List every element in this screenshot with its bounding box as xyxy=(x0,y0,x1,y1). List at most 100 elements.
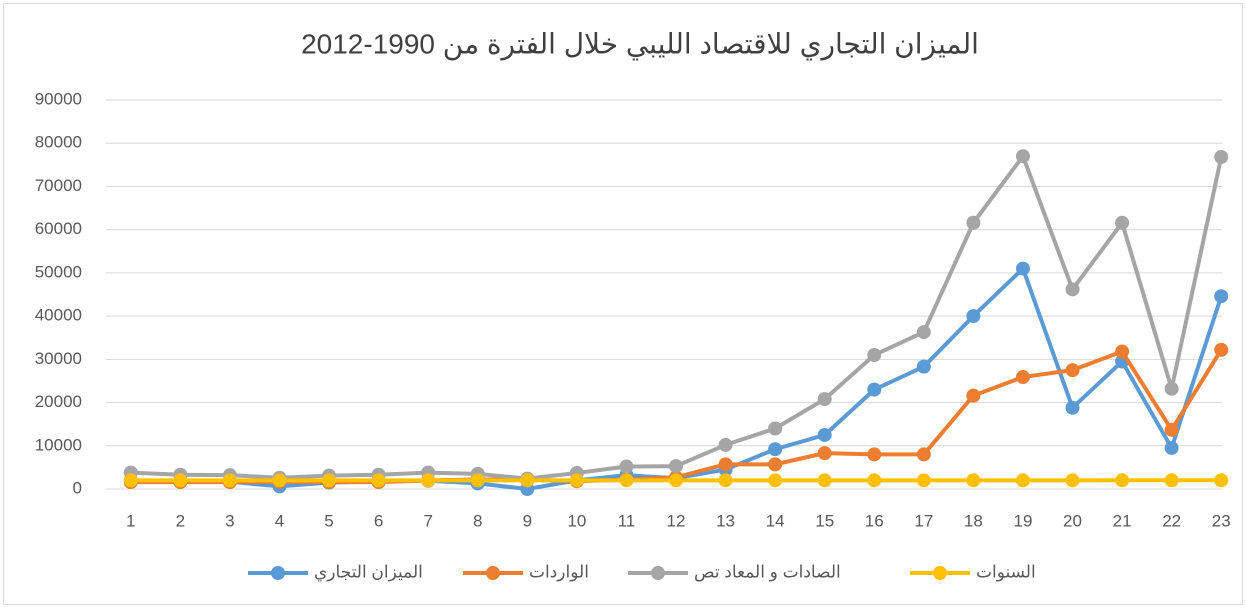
legend-swatch-marker xyxy=(651,566,665,580)
point xyxy=(966,309,981,324)
point xyxy=(718,473,733,488)
point xyxy=(1065,473,1080,488)
point xyxy=(669,459,683,474)
x-tick-label: 14 xyxy=(766,511,785,530)
point xyxy=(1065,282,1080,297)
legend-label: الصادات و المعاد تص xyxy=(694,562,841,581)
x-tick-label: 1 xyxy=(126,511,135,530)
point xyxy=(1164,381,1179,396)
x-tick-label: 5 xyxy=(324,511,333,530)
point xyxy=(768,421,783,436)
point xyxy=(1015,473,1030,488)
y-tick-label: 30000 xyxy=(35,349,82,368)
point xyxy=(1015,149,1030,164)
point xyxy=(669,473,683,488)
point xyxy=(1164,440,1179,455)
x-tick-label: 13 xyxy=(716,511,735,530)
point xyxy=(916,473,931,488)
point xyxy=(1214,342,1229,357)
x-tick-label: 4 xyxy=(275,511,284,530)
y-tick-label: 60000 xyxy=(35,219,82,238)
point xyxy=(718,457,733,472)
point xyxy=(916,447,931,462)
x-tick-label: 7 xyxy=(423,511,432,530)
x-tick-label: 10 xyxy=(567,511,586,530)
x-tick-label: 9 xyxy=(523,511,532,530)
chart-title: الميزان التجاري للاقتصاد الليبي خلال الف… xyxy=(301,28,979,60)
y-tick-label: 20000 xyxy=(35,392,82,411)
point xyxy=(1214,473,1229,488)
point xyxy=(470,473,485,488)
point xyxy=(867,447,882,462)
x-tick-label: 6 xyxy=(374,511,383,530)
point xyxy=(916,359,931,374)
x-tick-label: 8 xyxy=(473,511,482,530)
y-tick-label: 10000 xyxy=(35,435,82,454)
x-tick-label: 20 xyxy=(1063,511,1082,530)
legend-label: الواردات xyxy=(529,562,589,581)
point xyxy=(272,473,287,488)
point xyxy=(619,473,634,488)
point xyxy=(123,473,138,488)
point xyxy=(966,473,981,488)
point xyxy=(1214,289,1229,304)
point xyxy=(1115,215,1130,230)
point xyxy=(322,473,337,488)
point xyxy=(768,457,783,472)
point xyxy=(817,473,832,488)
legend-swatch-marker xyxy=(271,566,285,580)
x-tick-label: 21 xyxy=(1113,511,1132,530)
x-tick-label: 22 xyxy=(1162,511,1181,530)
point xyxy=(966,215,981,230)
point xyxy=(817,392,832,407)
y-tick-label: 50000 xyxy=(35,262,82,281)
legend-label: الميزان التجاري xyxy=(314,562,423,582)
point xyxy=(371,473,386,488)
x-tick-label: 17 xyxy=(914,511,933,530)
point xyxy=(173,473,188,488)
point xyxy=(718,437,733,452)
x-tick-label: 3 xyxy=(225,511,234,530)
point xyxy=(520,473,535,488)
point xyxy=(817,427,832,442)
point xyxy=(1065,400,1080,415)
x-tick-label: 19 xyxy=(1013,511,1032,530)
point xyxy=(867,382,882,397)
point xyxy=(1115,344,1130,359)
point xyxy=(1015,261,1030,276)
x-tick-label: 23 xyxy=(1212,511,1231,530)
point xyxy=(1214,150,1229,165)
point xyxy=(1015,370,1030,385)
x-tick-label: 11 xyxy=(618,511,636,530)
point xyxy=(1115,473,1130,488)
y-tick-label: 40000 xyxy=(35,306,82,325)
point xyxy=(421,473,436,488)
x-tick-label: 15 xyxy=(815,511,834,530)
point xyxy=(1164,473,1179,488)
x-tick-label: 18 xyxy=(964,511,983,530)
point xyxy=(222,473,237,488)
point xyxy=(867,473,882,488)
legend-swatch-marker xyxy=(486,566,500,580)
point xyxy=(1065,363,1080,378)
legend-swatch-marker xyxy=(933,566,947,580)
point xyxy=(867,348,882,363)
y-tick-label: 70000 xyxy=(35,176,82,195)
point xyxy=(817,446,832,461)
point xyxy=(1164,422,1179,437)
point xyxy=(569,473,584,488)
x-tick-label: 2 xyxy=(176,511,185,530)
point xyxy=(966,388,981,403)
y-tick-label: 90000 xyxy=(35,89,82,108)
x-tick-label: 16 xyxy=(865,511,884,530)
point xyxy=(768,442,783,457)
y-tick-label: 0 xyxy=(73,478,82,497)
legend-label: السنوات xyxy=(976,562,1036,581)
y-tick-label: 80000 xyxy=(35,133,82,152)
point xyxy=(916,325,931,340)
point xyxy=(619,459,634,474)
x-tick-label: 12 xyxy=(667,511,686,530)
point xyxy=(768,473,783,488)
